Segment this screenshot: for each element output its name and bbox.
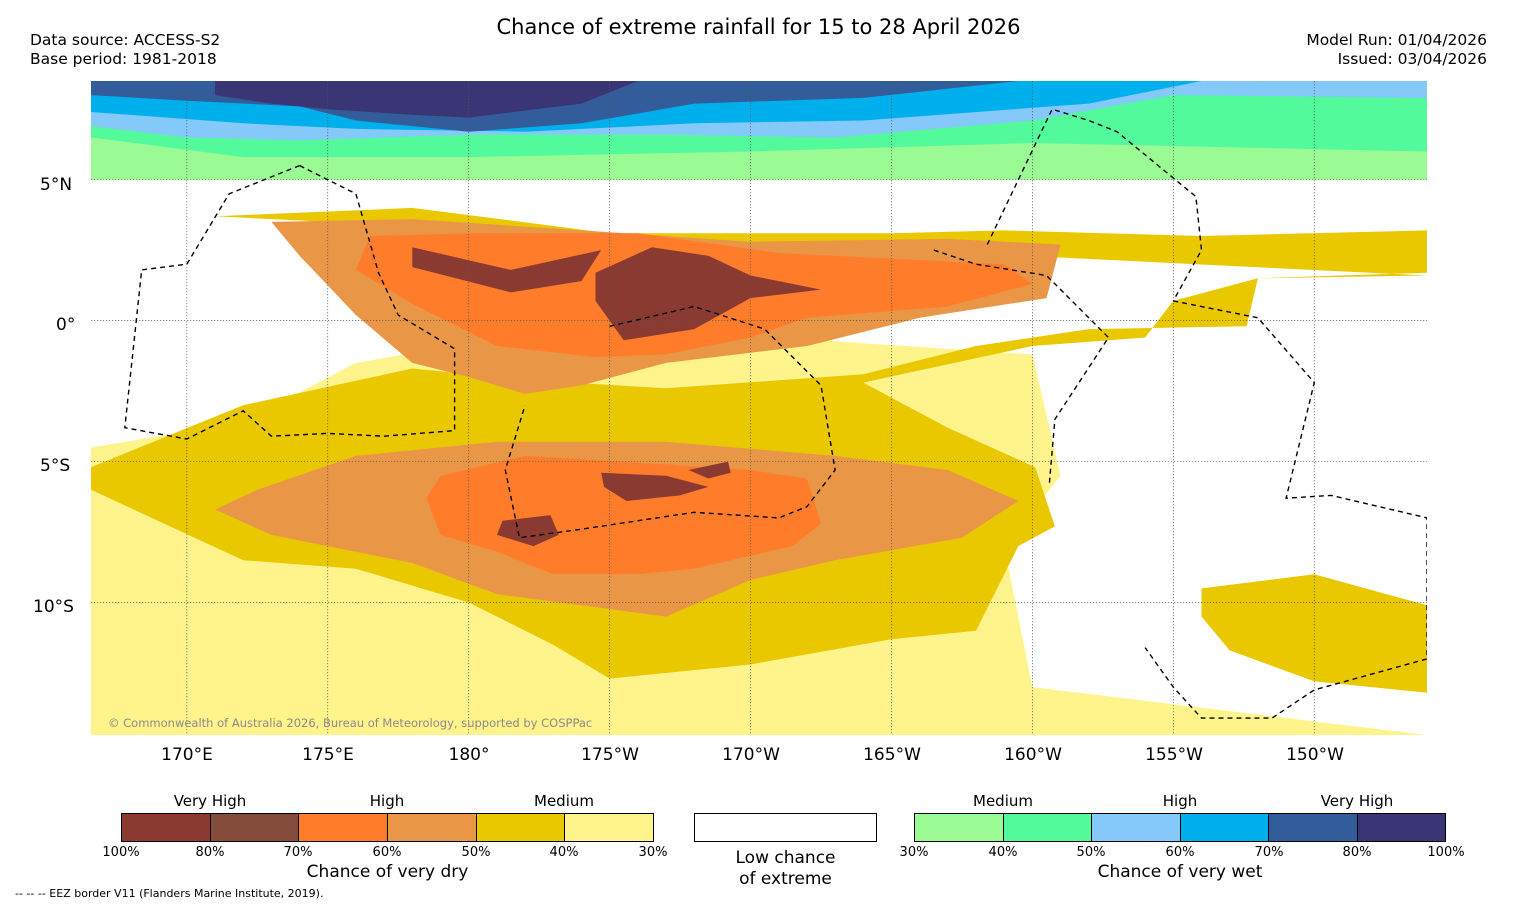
x-tick-label: 160°W [1004,745,1062,765]
x-tick-label: 180° [448,745,490,765]
y-tick-label: 5°N [40,175,73,195]
wet-legend-tick: 60% [1165,845,1195,860]
x-tick-label: 170°E [161,745,213,765]
dry-legend-colorbar [121,813,654,842]
dry-category-label: Medium [534,792,594,810]
wet-legend-tick: 40% [988,845,1018,860]
rainfall-region-very-dry-60-70- [426,455,821,575]
x-tick-label: 175°E [302,745,354,765]
dry-legend-title: Chance of very dry [306,862,469,882]
wet-legend-swatch [915,814,1003,841]
dry-legend-tick: 50% [461,845,491,860]
wet-legend-title: Chance of very wet [1097,862,1263,882]
wet-legend-swatch [1356,814,1445,841]
dry-legend-swatch [475,814,565,841]
model-run-label: Model Run: 01/04/2026 [1306,31,1487,49]
rainfall-region-very-dry-80-100- [688,461,731,479]
dry-legend-swatch [209,814,299,841]
low-chance-title-line2: of extreme [739,869,832,889]
dry-legend-tick: 80% [195,845,225,860]
dry-legend-tick: 30% [638,845,668,860]
x-tick-label: 175°W [581,745,639,765]
rainfall-region-very-dry-80-100- [412,247,602,293]
wet-legend-tick: 80% [1342,845,1372,860]
eez-border-line [986,108,1203,302]
wet-legend-tick: 50% [1076,845,1106,860]
dry-legend-swatch [298,814,388,841]
rainfall-region-very-wet-80-100- [215,81,638,118]
rainfall-map [91,81,1427,735]
wet-legend-tick: 30% [899,845,929,860]
dry-category-label: High [369,792,405,810]
eez-border-line [504,305,836,539]
data-source-label: Data source: ACCESS-S2 [30,31,221,49]
dry-legend-swatch [122,814,210,841]
x-tick-label: 165°W [863,745,921,765]
low-chance-swatch [694,813,877,842]
wet-legend-tick: 100% [1427,845,1465,860]
y-tick-label: 0° [56,315,76,335]
rainfall-region-very-dry-80-100- [595,247,821,341]
dry-legend-swatch [564,814,654,841]
eez-border-line [124,164,456,440]
dry-legend-swatch [387,814,476,841]
wet-category-label: High [1162,792,1198,810]
rainfall-region-very-dry-80-100- [601,472,709,501]
base-period-label: Base period: 1981-2018 [30,50,217,68]
wet-legend-tick: 70% [1254,845,1284,860]
x-tick-label: 170°W [722,745,780,765]
x-tick-label: 150°W [1286,745,1344,765]
low-chance-title-line1: Low chance [735,848,836,868]
chart-title: Chance of extreme rainfall for 15 to 28 … [496,15,1021,39]
wet-legend-swatch [1179,814,1268,841]
x-tick-label: 155°W [1145,745,1203,765]
y-tick-label: 10°S [33,597,74,617]
dry-legend-tick: 40% [549,845,579,860]
dry-legend-tick: 70% [283,845,313,860]
wet-legend-swatch [1091,814,1180,841]
wet-legend-swatch [1002,814,1091,841]
dry-category-label: Very High [173,792,247,810]
wet-legend-swatch [1268,814,1357,841]
eez-border-line [1144,300,1427,719]
wet-category-label: Medium [973,792,1033,810]
eez-footnote: -- -- -- EEZ border V11 (Flanders Marine… [15,887,324,900]
rainfall-regions [91,81,1427,735]
eez-border-line [933,249,1110,485]
copyright-notice: © Commonwealth of Australia 2026, Bureau… [108,716,593,730]
rainfall-region-very-dry-80-100- [496,515,559,547]
eez-borders [124,108,1427,719]
wet-category-label: Very High [1320,792,1394,810]
dry-legend-tick: 100% [102,845,140,860]
issued-label: Issued: 03/04/2026 [1337,50,1487,68]
wet-legend-colorbar [914,813,1446,842]
dry-legend-tick: 60% [372,845,402,860]
y-tick-label: 5°S [40,456,71,476]
map-gridlines [91,81,1427,735]
